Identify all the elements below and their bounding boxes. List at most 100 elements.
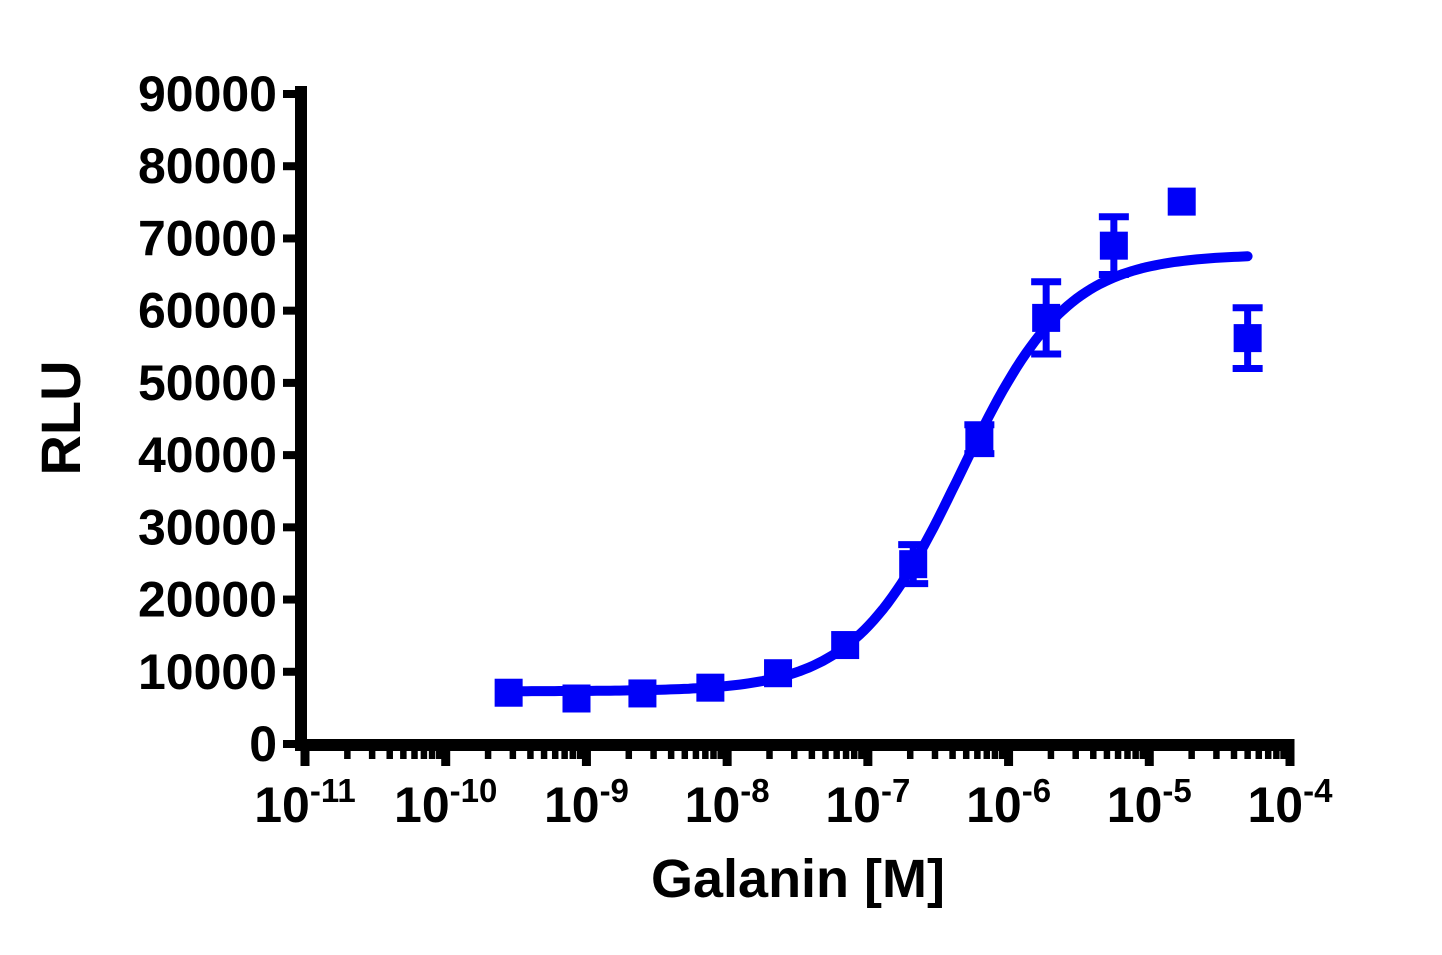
x-minor-tick: [681, 745, 689, 759]
x-minor-tick: [1255, 745, 1263, 759]
x-minor-tick: [1230, 745, 1238, 759]
x-minor-tick: [1132, 745, 1139, 759]
x-minor-tick: [962, 745, 970, 759]
x-major-tick: [1004, 745, 1014, 766]
y-tick-label: 20000: [138, 572, 277, 628]
data-point-marker: [562, 684, 591, 713]
data-point-marker: [899, 550, 928, 579]
x-minor-tick: [527, 745, 534, 759]
x-minor-tick: [833, 745, 840, 759]
x-major-tick: [441, 745, 451, 766]
x-minor-tick: [1114, 745, 1122, 759]
y-tick: [283, 306, 301, 315]
x-minor-tick: [692, 745, 700, 759]
y-axis-title: RLU: [29, 360, 92, 475]
x-major-tick: [1285, 745, 1295, 766]
x-minor-tick: [1072, 745, 1079, 759]
x-minor-tick: [650, 745, 657, 759]
x-minor-tick: [808, 745, 816, 759]
data-point-marker: [1233, 324, 1262, 353]
x-tick-label: 10-4: [1248, 772, 1334, 833]
x-tick-label: 10-6: [966, 772, 1051, 833]
x-minor-tick: [1273, 745, 1280, 759]
y-tick-label: 70000: [138, 210, 277, 266]
x-major-tick: [722, 745, 732, 766]
x-minor-tick: [991, 745, 999, 759]
x-minor-tick: [1139, 745, 1147, 759]
x-minor-tick: [1188, 745, 1195, 759]
x-minor-tick: [842, 745, 850, 759]
y-tick-label: 30000: [138, 499, 277, 555]
data-point-marker: [831, 631, 860, 660]
x-minor-tick: [576, 745, 584, 759]
x-minor-tick: [949, 745, 956, 759]
data-point-marker: [764, 659, 793, 688]
y-tick-label: 50000: [138, 355, 277, 411]
x-minor-tick: [791, 745, 798, 759]
x-minor-tick: [998, 745, 1006, 759]
x-minor-tick: [850, 745, 858, 759]
x-tick-label: 10-8: [685, 772, 770, 833]
x-minor-tick: [766, 745, 773, 759]
y-tick-label: 40000: [138, 427, 277, 483]
x-tick-label: 10-9: [544, 772, 629, 833]
x-minor-tick: [1103, 745, 1111, 759]
y-tick-label: 80000: [138, 138, 277, 194]
x-minor-tick: [1124, 745, 1131, 759]
x-minor-tick: [551, 745, 559, 759]
x-minor-tick: [428, 745, 436, 759]
y-tick: [283, 378, 301, 387]
y-tick: [283, 667, 301, 676]
x-major-tick: [581, 745, 591, 766]
data-point-marker: [628, 679, 657, 708]
x-minor-tick: [1244, 745, 1251, 759]
x-minor-tick: [368, 745, 376, 759]
x-minor-tick: [667, 745, 675, 759]
x-minor-tick: [344, 745, 351, 759]
y-axis-line: [295, 86, 307, 751]
x-major-tick: [863, 745, 873, 766]
y-tick-label: 90000: [138, 66, 277, 122]
x-minor-tick: [822, 745, 829, 759]
x-minor-tick: [983, 745, 991, 759]
x-tick-label: 10-5: [1107, 772, 1192, 833]
x-minor-tick: [858, 745, 865, 759]
x-minor-tick: [1213, 745, 1220, 759]
y-tick: [283, 162, 301, 171]
x-minor-tick: [1090, 745, 1097, 759]
data-point-marker: [696, 673, 725, 702]
x-tick-label: 10-11: [254, 772, 356, 833]
plot-area: 0 10000 20000 30000 40000 50000 60000 70000 8000…: [138, 66, 1333, 833]
x-axis-title: Galanin [M]: [651, 849, 945, 909]
y-tick-label: 0: [249, 716, 277, 772]
data-point-marker: [1099, 231, 1128, 260]
y-tick: [283, 234, 301, 243]
x-minor-tick: [400, 745, 407, 759]
x-minor-tick: [420, 745, 428, 759]
y-tick: [283, 90, 301, 98]
x-minor-tick: [702, 745, 709, 759]
fit-curve: [503, 251, 1253, 697]
x-tick-label: 10-7: [825, 772, 910, 833]
x-minor-tick: [436, 745, 443, 759]
x-minor-tick: [717, 745, 724, 759]
y-tick: [283, 451, 301, 460]
x-minor-tick: [386, 745, 393, 759]
x-minor-tick: [1264, 745, 1272, 759]
x-tick-label: 10-10: [394, 772, 497, 833]
x-major-tick: [1144, 745, 1154, 766]
data-point-marker: [494, 678, 523, 707]
x-minor-tick: [569, 745, 577, 759]
x-minor-tick: [484, 745, 492, 759]
x-major-tick: [300, 745, 310, 766]
y-tick-label: 60000: [138, 283, 277, 339]
data-point-marker: [965, 425, 994, 454]
x-minor-tick: [561, 745, 568, 759]
x-minor-tick: [931, 745, 939, 759]
y-tick: [283, 523, 301, 532]
y-tick-label: 10000: [138, 644, 277, 700]
x-minor-tick: [1047, 745, 1055, 759]
x-minor-tick: [509, 745, 517, 759]
x-minor-tick: [906, 745, 914, 759]
